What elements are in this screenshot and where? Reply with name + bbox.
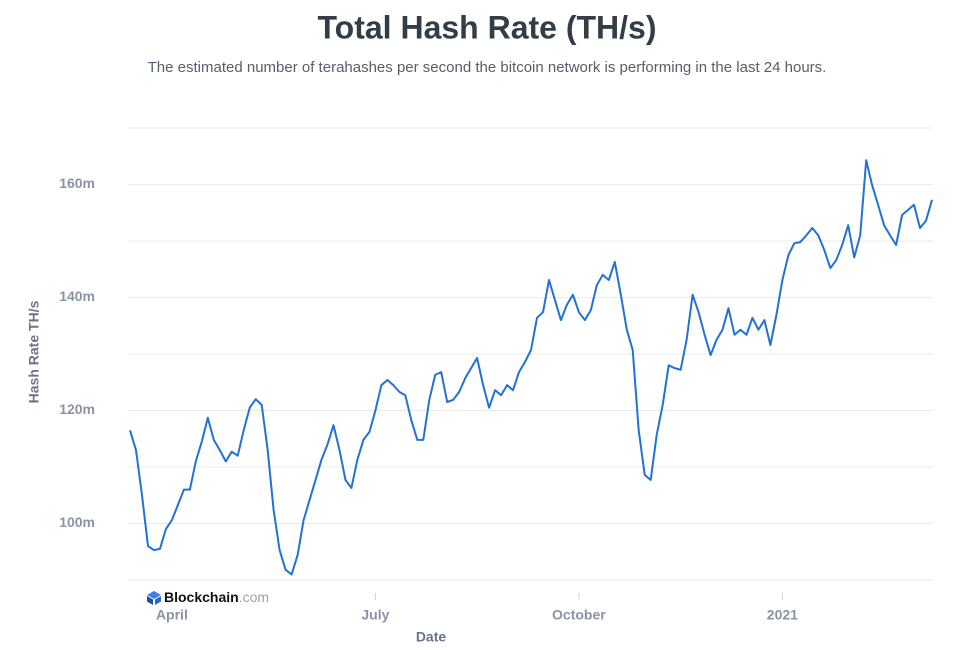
y-tick-label: 100m xyxy=(59,514,95,530)
x-tick-label: October xyxy=(552,607,606,623)
data-line xyxy=(129,159,933,576)
y-tick-label: 120m xyxy=(59,401,95,417)
x-axis-label: Date xyxy=(416,629,447,645)
watermark-brand: Blockchain.com xyxy=(164,589,269,605)
domain: .com xyxy=(239,589,269,605)
y-tick-label: 140m xyxy=(59,288,95,304)
x-tick-label: 2021 xyxy=(767,607,798,623)
y-axis-label: Hash Rate TH/s xyxy=(26,300,42,403)
watermark: Blockchain.com xyxy=(147,589,269,605)
chart-title: Total Hash Rate (TH/s) xyxy=(318,9,657,45)
logo-icon xyxy=(147,591,161,605)
x-tick-label: July xyxy=(361,607,389,623)
brand: Blockchain xyxy=(164,589,239,605)
chart-subtitle: The estimated number of terahashes per s… xyxy=(148,59,827,76)
y-tick-label: 160m xyxy=(59,175,95,191)
x-tick-label: April xyxy=(156,607,188,623)
